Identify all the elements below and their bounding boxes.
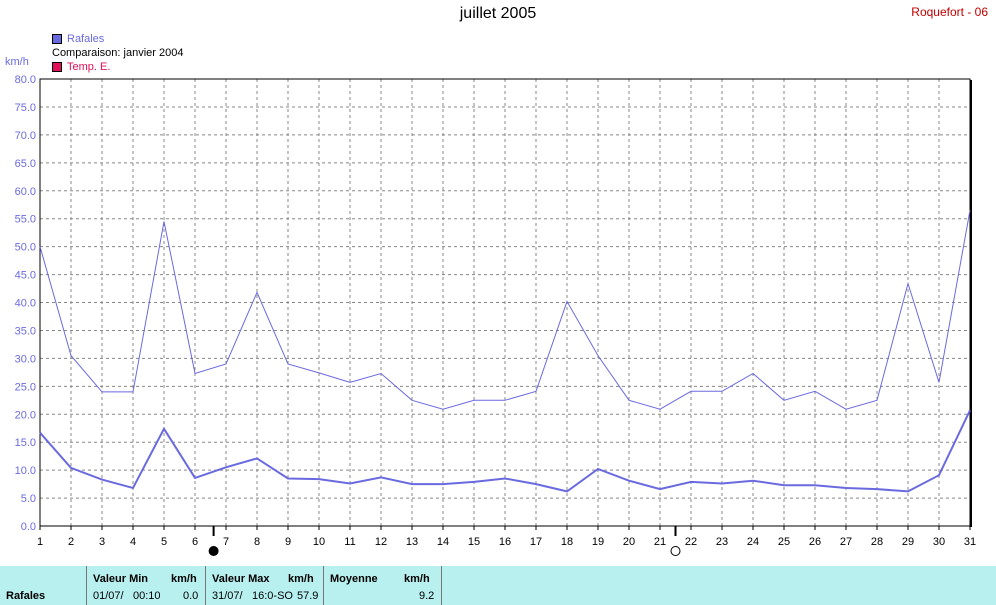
max-date: 31/07/ — [212, 590, 243, 602]
x-tick-label: 10 — [313, 536, 325, 548]
legend-item-comparison: Comparaison: janvier 2004 — [52, 46, 183, 60]
legend-swatch-rafales — [52, 34, 62, 44]
x-tick-label: 31 — [964, 536, 976, 548]
y-tick-label: 0.0 — [21, 521, 36, 533]
x-tick-label: 27 — [840, 536, 852, 548]
x-tick-label: 22 — [685, 536, 697, 548]
x-tick-label: 5 — [161, 536, 167, 548]
max-value: 57.9 — [297, 590, 319, 602]
avg-unit: km/h — [404, 573, 430, 585]
x-tick-label: 30 — [933, 536, 945, 548]
y-tick-label: 15.0 — [15, 437, 36, 449]
x-tick-label: 1 — [37, 536, 43, 548]
y-tick-label: 45.0 — [15, 270, 36, 282]
min-value: 0.0 — [183, 590, 199, 602]
stats-min-cell: Valeur Min km/h 01/07/ 00:10 0.0 — [87, 566, 206, 605]
chart-svg: 0.0 5.0 10.0 15.0 20.0 25.0 30.0 35.0 40.0 45.0 50… — [15, 74, 976, 556]
y-tick-label: 50.0 — [15, 242, 36, 254]
legend-label-rafales: Rafales — [67, 33, 105, 45]
legend-item-rafales: Rafales — [52, 32, 183, 46]
station-name: Roquefort - 06 — [911, 5, 988, 19]
y-tick-label: 5.0 — [21, 493, 36, 505]
legend-item-temp: Temp. E. — [52, 60, 183, 74]
x-tick-label: 15 — [468, 536, 480, 548]
full-moon-icon — [670, 546, 681, 556]
x-tick-label: 19 — [592, 536, 604, 548]
x-tick-label: 11 — [344, 536, 355, 548]
y-tick-label: 65.0 — [15, 158, 36, 170]
x-tick-label: 17 — [530, 536, 542, 548]
x-tick-label: 3 — [99, 536, 105, 548]
legend-swatch-temp — [52, 62, 62, 72]
y-tick-label: 10.0 — [15, 465, 36, 477]
x-tick-label: 20 — [623, 536, 635, 548]
x-tick-label: 8 — [254, 536, 260, 548]
min-header: Valeur Min — [93, 573, 149, 585]
series-line-rafales — [39, 210, 971, 410]
y-tick-label: 55.0 — [15, 214, 36, 226]
x-tick-label: 26 — [809, 536, 821, 548]
avg-value: 9.2 — [419, 590, 435, 602]
x-tick-label: 9 — [285, 536, 291, 548]
legend-label-temp: Temp. E. — [67, 61, 111, 73]
avg-header: Moyenne — [330, 573, 378, 585]
x-tick-label: 6 — [192, 536, 198, 548]
y-tick-label: 20.0 — [15, 409, 36, 421]
stats-avg-cell: Moyenne km/h 9.2 — [324, 566, 442, 605]
max-time: 16:0-SO — [252, 590, 293, 602]
x-tick-label: 24 — [747, 536, 759, 548]
chart-title: juillet 2005 — [459, 5, 537, 22]
min-time: 00:10 — [133, 590, 161, 602]
legend: Rafales Comparaison: janvier 2004 Temp. … — [52, 32, 183, 74]
stats-panel: Rafales Valeur Min km/h 01/07/ 00:10 0.0… — [0, 566, 996, 605]
min-date: 01/07/ — [93, 590, 124, 602]
y-tick-label: 40.0 — [15, 298, 36, 310]
stats-max-cell: Valeur Max km/h 31/07/ 16:0-SO 57.9 — [206, 566, 324, 605]
y-tick-label: 25.0 — [15, 381, 36, 393]
x-tick-label: 14 — [437, 536, 449, 548]
max-unit: km/h — [288, 573, 314, 585]
x-tick-label: 21 — [654, 536, 666, 548]
x-tick-label: 29 — [902, 536, 914, 548]
x-tick-label: 2 — [68, 536, 74, 548]
new-moon-icon — [208, 546, 219, 556]
y-axis-unit: km/h — [5, 56, 29, 68]
series-line-rafales-avg — [39, 409, 971, 493]
legend-label-comparison: Comparaison: janvier 2004 — [52, 47, 184, 59]
x-tick-label: 18 — [561, 536, 573, 548]
x-tick-label: 7 — [223, 536, 229, 548]
y-tick-label: 80.0 — [15, 74, 36, 86]
stats-label-cell: Rafales — [0, 566, 87, 605]
x-tick-label: 25 — [778, 536, 790, 548]
min-unit: km/h — [171, 573, 197, 585]
x-tick-label: 16 — [499, 536, 511, 548]
x-tick-label: 4 — [130, 536, 136, 548]
x-tick-label: 13 — [406, 536, 418, 548]
y-tick-label: 35.0 — [15, 325, 36, 337]
y-tick-label: 75.0 — [15, 102, 36, 114]
x-tick-label: 12 — [375, 536, 387, 548]
y-tick-label: 30.0 — [15, 353, 36, 365]
y-tick-label: 60.0 — [15, 186, 36, 198]
y-tick-label: 70.0 — [15, 130, 36, 142]
stats-row-label: Rafales — [6, 590, 46, 602]
x-tick-label: 28 — [871, 536, 883, 548]
max-header: Valeur Max — [212, 573, 270, 585]
x-tick-label: 23 — [716, 536, 728, 548]
